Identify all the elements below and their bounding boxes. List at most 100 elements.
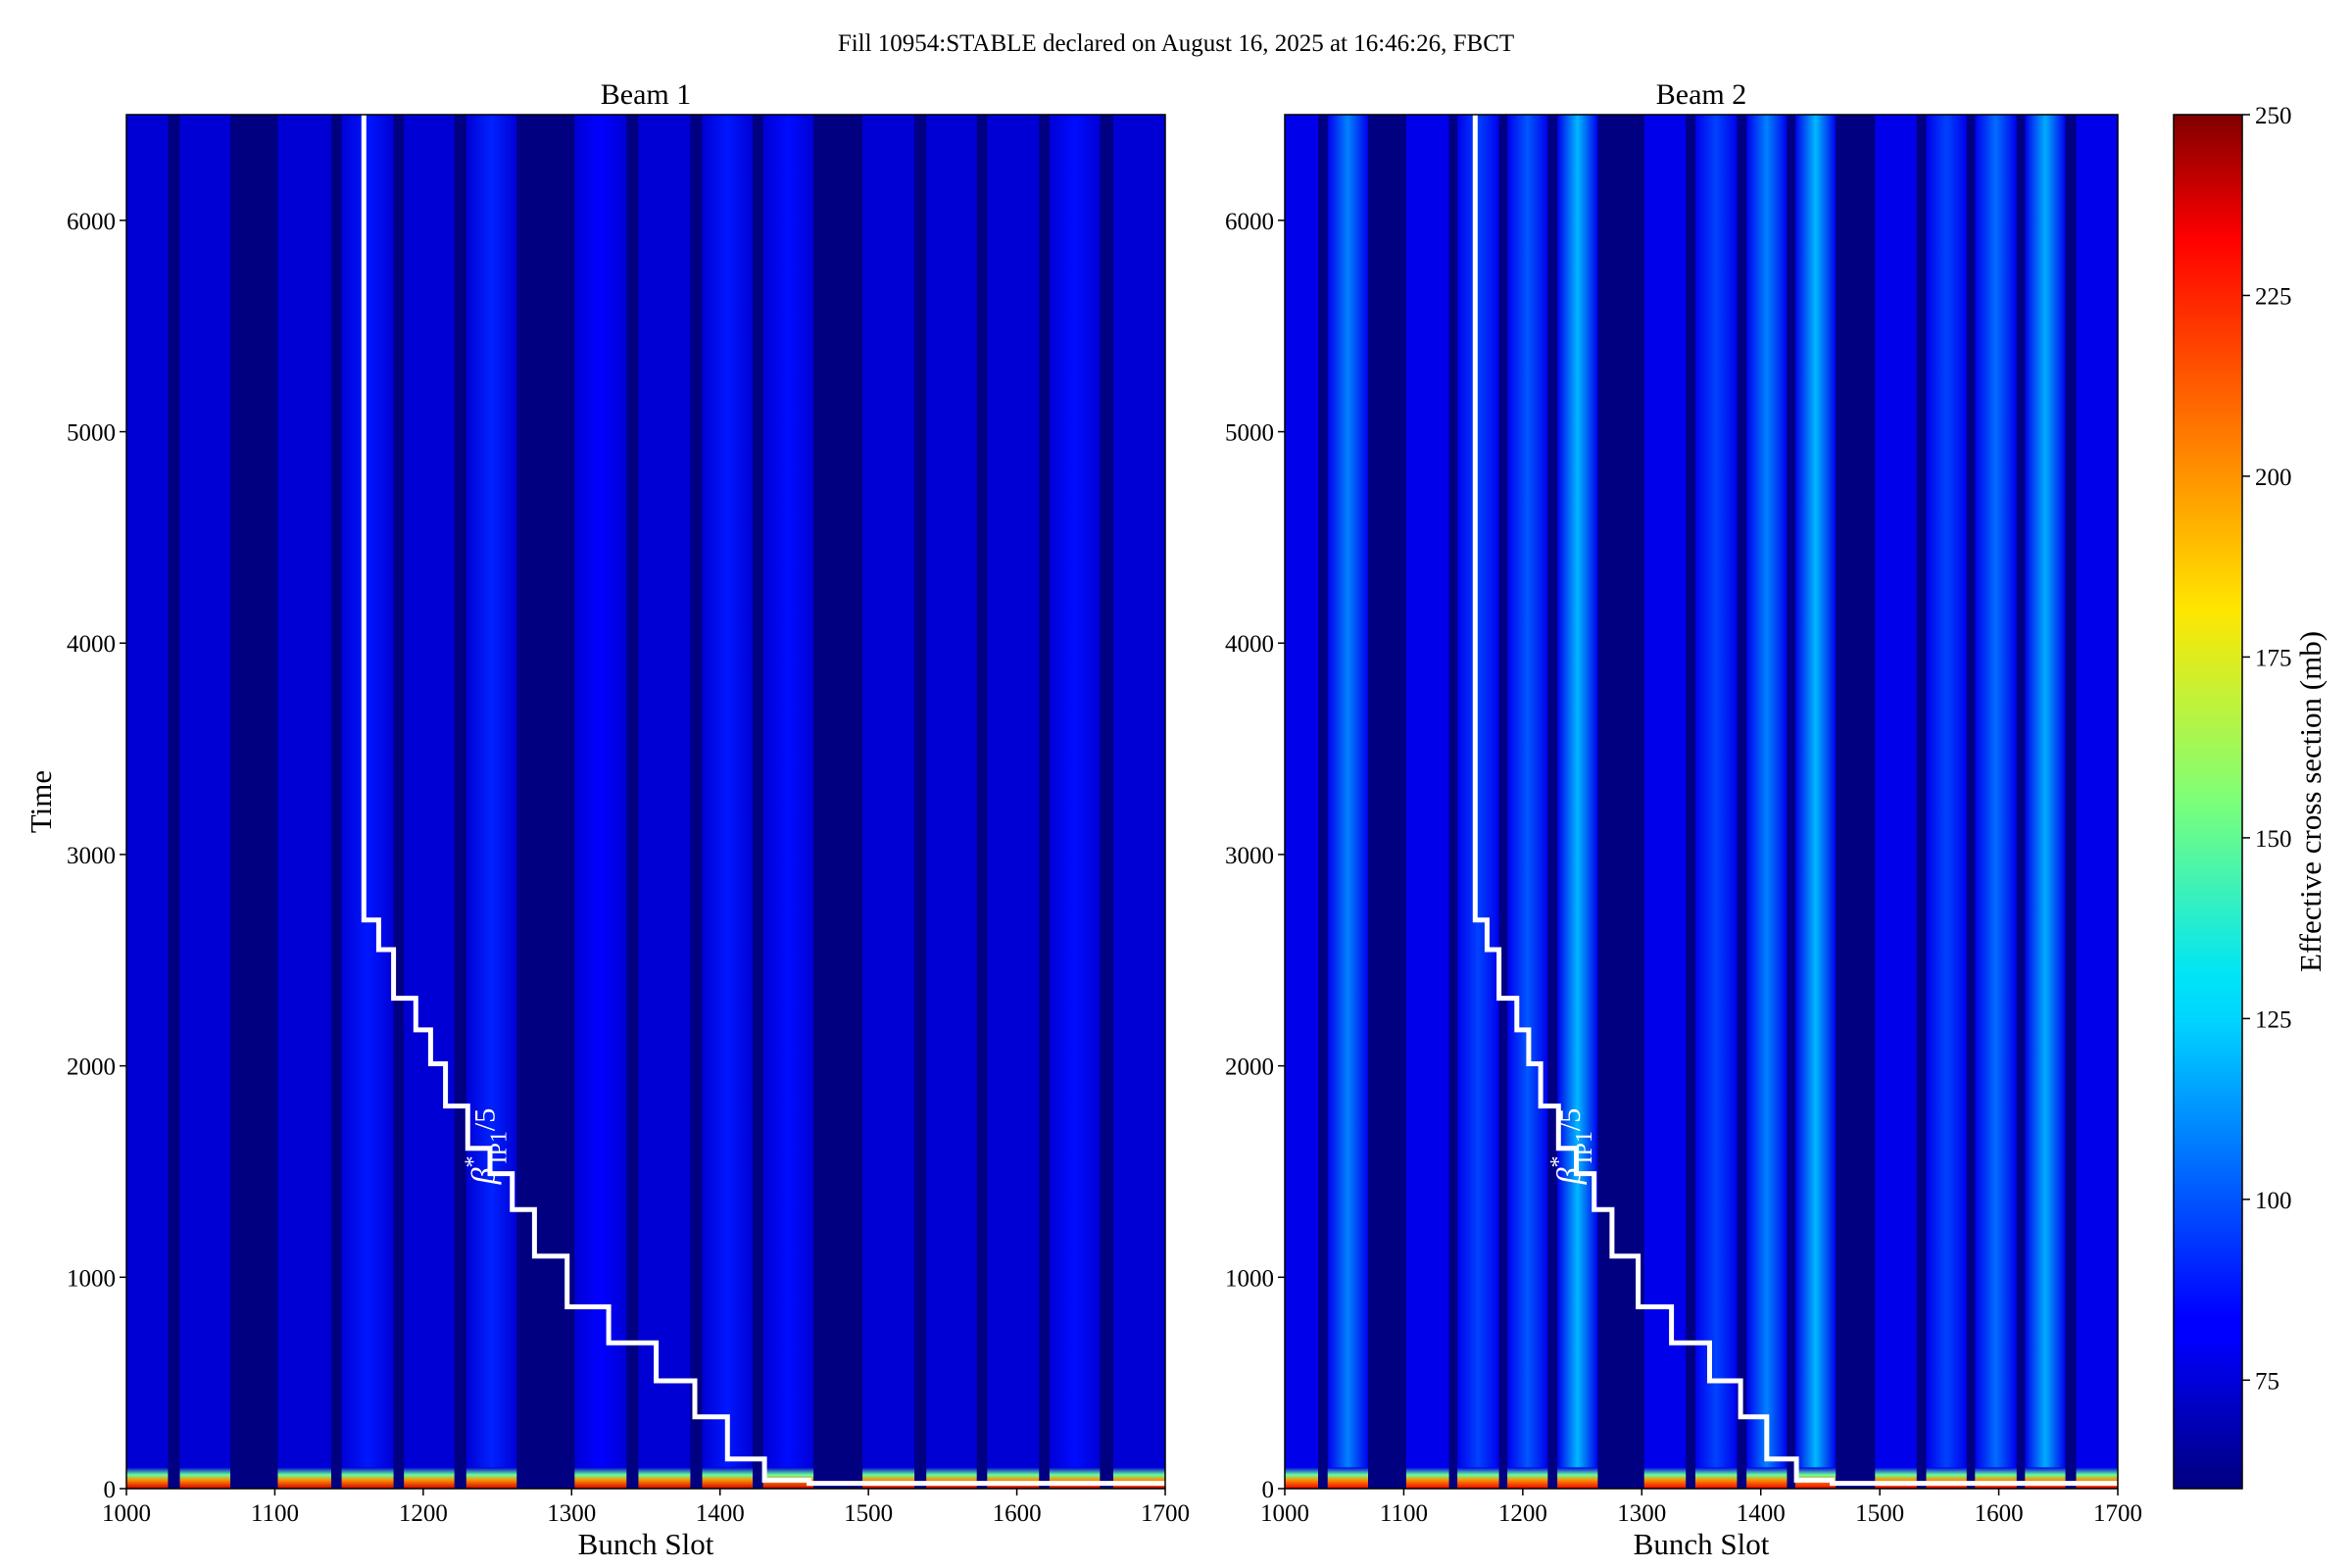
beam-1-bunch-train — [987, 115, 1040, 1468]
beam-1-bunch-train — [574, 115, 627, 1468]
beam-1-bunch-train-start — [126, 1467, 169, 1489]
beam-2-y-tick-label: 5000 — [1225, 420, 1274, 447]
colorbar-tick-label: 225 — [2255, 283, 2292, 310]
beam-2-bunch-train — [1746, 115, 1788, 1468]
beam-2-beta-star-step-line — [1472, 115, 2118, 1487]
beam-1-bunch-train — [762, 115, 814, 1468]
beam-1-y-tick-label: 6000 — [67, 209, 116, 235]
beam-1-y-tick-label: 2000 — [67, 1054, 116, 1081]
beam-1-bunch-train — [341, 115, 394, 1468]
beam-2-bunch-train — [1694, 115, 1738, 1468]
beam-1-x-tick-label: 1100 — [251, 1500, 299, 1527]
beam-1-bunch-train-start — [466, 1467, 517, 1489]
beam-2-bunch-train — [1405, 115, 1449, 1468]
beam-1-bunch-train — [926, 115, 977, 1468]
beam-2-bunch-train — [1875, 115, 1917, 1468]
beam-2-y-tick-label: 6000 — [1225, 209, 1274, 235]
beam-2-panel: β*IP1/5 1000 1100 1200 1300 1400 1500 1600 1700 0… — [1225, 78, 2142, 1561]
beam-2-title: Beam 2 — [1656, 78, 1746, 111]
beam-2-y-tick-label: 1000 — [1225, 1265, 1274, 1292]
beam-2-bunch-train-start — [1507, 1467, 1548, 1489]
beam-2-bunch-train-start — [1405, 1467, 1449, 1489]
colorbar-ticks: 75 100 125 150 175 200 225 250 — [2242, 103, 2292, 1395]
beam-1-bunch-train — [404, 115, 455, 1468]
beam-1-x-tick-label: 1000 — [102, 1500, 151, 1527]
beam-1-bunch-train — [179, 115, 230, 1468]
beam-2-bunch-train-start — [1327, 1467, 1368, 1489]
beam-1-bunch-train-start — [574, 1467, 627, 1489]
beam-1-x-tick-label: 1400 — [696, 1500, 745, 1527]
beam-1-x-tick-label: 1600 — [993, 1500, 1042, 1527]
beam-2-bunch-train — [2076, 115, 2118, 1468]
beam-1-x-axis-label: Bunch Slot — [578, 1527, 714, 1561]
beam-2-y-tick-label: 3000 — [1225, 843, 1274, 869]
beam-2-bunch-train — [1643, 115, 1687, 1468]
beam-2-x-axis-label: Bunch Slot — [1634, 1527, 1770, 1561]
beam-1-beta-star-annotation: β*IP1/5 — [462, 1108, 513, 1186]
beam-2-bunch-train-start — [1694, 1467, 1738, 1489]
beam-1-bunch-train-start — [638, 1467, 691, 1489]
beam-2-x-tick-label: 1700 — [2093, 1500, 2142, 1527]
beam-1-bunch-train — [466, 115, 517, 1468]
beam-2-bunch-train — [1926, 115, 1967, 1468]
beam-1-y-tick-label: 3000 — [67, 843, 116, 869]
beam-2-bunch-train-start — [1557, 1467, 1598, 1489]
beam-2-x-tick-label: 1200 — [1498, 1500, 1547, 1527]
beam-2-bunch-train-start — [1457, 1467, 1499, 1489]
beam-1-bunch-train-start — [179, 1467, 230, 1489]
beam-2-x-tick-label: 1300 — [1617, 1500, 1666, 1527]
beam-2-y-tick-label: 2000 — [1225, 1054, 1274, 1081]
beam-1-y-tick-label: 5000 — [67, 420, 116, 447]
beam-1-bunch-train-start — [341, 1467, 394, 1489]
beam-2-bunch-train — [1975, 115, 2017, 1468]
beam-2-bunch-train — [2025, 115, 2066, 1468]
colorbar-tick-label: 250 — [2255, 103, 2292, 129]
colorbar-tick-label: 175 — [2255, 645, 2292, 671]
beam-2-x-tick-label: 1100 — [1380, 1500, 1428, 1527]
beam-2-axes-frame — [1284, 114, 2119, 1490]
beam-1-x-tick-label: 1700 — [1141, 1500, 1190, 1527]
figure-title: Fill 10954:STABLE declared on August 16,… — [838, 30, 1514, 57]
beam-1-title: Beam 1 — [601, 78, 691, 111]
beam-1-y-axis-label: Time — [24, 770, 58, 833]
beam-1-bunch-train-start — [404, 1467, 455, 1489]
beam-2-x-tick-label: 1400 — [1737, 1500, 1786, 1527]
beam-1-bunch-train-start — [702, 1467, 754, 1489]
colorbar-gradient — [2173, 114, 2243, 1490]
beam-2-bunch-train — [1457, 115, 1499, 1468]
beam-2-bunch-train — [1507, 115, 1548, 1468]
beam-2-bunch-train-start — [1746, 1467, 1788, 1489]
beam-1-panel: β*IP1/5 1000 1100 1200 1300 1400 1500 1600 1700 0… — [24, 78, 1190, 1561]
beam-1-y-tick-label: 4000 — [67, 631, 116, 658]
beam-1-beta-star-step-line — [361, 115, 1165, 1487]
beam-1-bunch-train — [1049, 115, 1101, 1468]
beam-1-y-tick-label: 1000 — [67, 1265, 116, 1292]
beam-1-x-tick-label: 1200 — [399, 1500, 448, 1527]
colorbar: 75 100 125 150 175 200 225 250 Effective cross … — [2173, 103, 2328, 1490]
beam-2-bunch-train-start — [1643, 1467, 1687, 1489]
colorbar-tick-label: 200 — [2255, 465, 2292, 491]
beam-2-y-tick-label: 0 — [1262, 1477, 1275, 1503]
colorbar-tick-label: 150 — [2255, 826, 2292, 853]
beam-1-bunch-train-start — [277, 1467, 331, 1489]
beam-2-bunch-train-start — [1285, 1467, 1318, 1489]
beam-2-x-tick-label: 1500 — [1855, 1500, 1904, 1527]
colorbar-label: Effective cross section (mb) — [2293, 631, 2328, 972]
beam-1-y-tick-label: 0 — [104, 1477, 117, 1503]
beam-1-x-tick-label: 1500 — [844, 1500, 893, 1527]
beam-2-x-tick-label: 1600 — [1975, 1500, 2024, 1527]
beam-1-bunch-train — [702, 115, 754, 1468]
beam-2-bunch-train — [1557, 115, 1598, 1468]
beam-2-beta-star-annotation: β*IP1/5 — [1546, 1108, 1597, 1186]
beam-2-x-tick-label: 1000 — [1260, 1500, 1309, 1527]
colorbar-tick-label: 100 — [2255, 1188, 2292, 1214]
beam-2-bunch-train — [1285, 115, 1318, 1468]
beam-1-bunch-train — [1113, 115, 1165, 1468]
beam-1-bunch-train — [638, 115, 691, 1468]
colorbar-tick-label: 75 — [2255, 1368, 2279, 1395]
beam-1-x-tick-label: 1300 — [547, 1500, 596, 1527]
beam-1-bunch-train — [862, 115, 915, 1468]
colorbar-tick-label: 125 — [2255, 1006, 2292, 1033]
beam-2-bunch-train — [1794, 115, 1837, 1468]
